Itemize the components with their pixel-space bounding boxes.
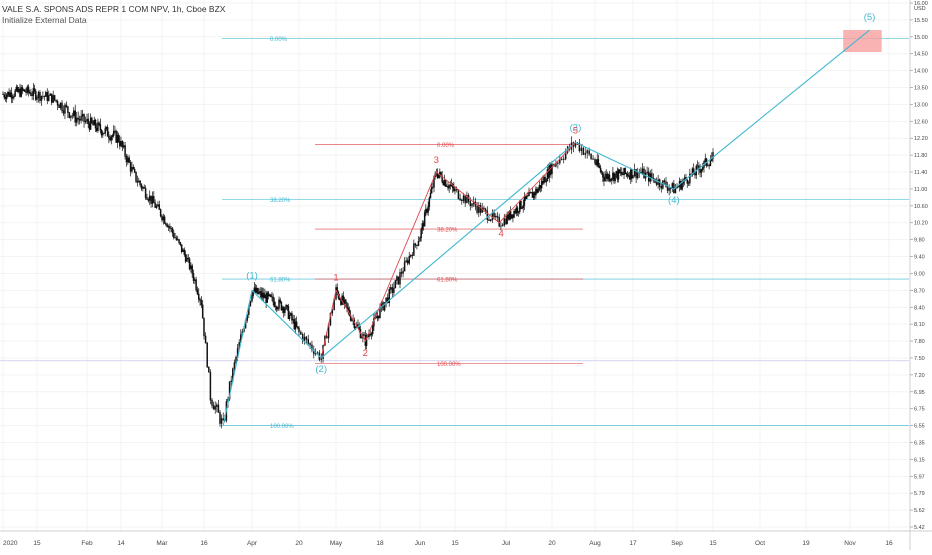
y-tick-label: 15.50 xyxy=(914,18,928,24)
y-tick-label: 11.40 xyxy=(914,170,927,176)
y-tick-label: 6.75 xyxy=(914,407,925,413)
fib-primary-label: 38.20% xyxy=(270,198,291,204)
wave-label-minor: 3 xyxy=(434,155,439,166)
y-tick-label: 9.40 xyxy=(914,255,925,261)
y-tick-label: 5.97 xyxy=(914,474,925,480)
fib-primary-label: 61.80% xyxy=(270,278,291,284)
y-tick-label: 15.00 xyxy=(914,35,928,41)
y-tick-label: 10.20 xyxy=(914,221,928,227)
wave-label-primary: (3) xyxy=(570,122,582,133)
y-tick-label: 11.80 xyxy=(914,153,927,159)
x-tick-label: Feb xyxy=(81,540,93,547)
y-tick-label: 6.35 xyxy=(914,440,925,446)
indicator-label[interactable]: Initialize External Data xyxy=(2,15,87,25)
y-tick-label: 14.00 xyxy=(914,69,928,75)
y-tick-label: 12.60 xyxy=(914,119,928,125)
x-tick-label: 17 xyxy=(629,540,637,547)
y-tick-label: 9.00 xyxy=(914,271,925,277)
y-tick-label: 8.40 xyxy=(914,305,925,311)
x-tick-label: 16 xyxy=(200,540,208,547)
y-tick-label: 10.60 xyxy=(914,204,928,210)
x-tick-label: 15 xyxy=(709,540,717,547)
wave-label-primary: (1) xyxy=(246,270,258,281)
y-tick-label: 7.80 xyxy=(914,339,925,345)
fib-primary-label: 0.00% xyxy=(270,37,288,43)
wave-label-primary: (5) xyxy=(864,12,876,23)
y-tick-label: 5.42 xyxy=(914,525,925,531)
y-tick-label: 8.10 xyxy=(914,322,925,328)
y-unit-label: USD xyxy=(914,6,926,12)
wave-label-minor: 1 xyxy=(333,272,338,283)
x-tick-label: Aug xyxy=(589,540,601,547)
y-tick-label: 6.95 xyxy=(914,390,925,396)
x-tick-label: 16 xyxy=(885,540,893,547)
y-tick-label: 13.00 xyxy=(914,102,928,108)
target-zone xyxy=(843,30,882,53)
fib-primary-label: 100.00% xyxy=(270,424,294,430)
x-tick-label: Sep xyxy=(671,540,683,547)
fib-minor-label: 61.80% xyxy=(437,278,458,284)
x-tick-label: 15 xyxy=(451,540,459,547)
x-tick-label: Jun xyxy=(415,540,426,547)
x-tick-label: Jul xyxy=(502,540,511,547)
y-tick-label: 7.20 xyxy=(914,373,925,379)
x-tick-label: May xyxy=(330,540,343,547)
y-tick-label: 6.15 xyxy=(914,457,925,463)
wave-label-minor: 4 xyxy=(499,229,504,240)
x-tick-label: 15 xyxy=(33,540,41,547)
y-tick-label: 9.80 xyxy=(914,238,925,244)
y-tick-label: 8.70 xyxy=(914,288,925,294)
x-tick-label: Nov xyxy=(844,540,856,547)
fib-minor-label: 38.20% xyxy=(437,228,458,234)
x-tick-label: 2020 xyxy=(3,540,18,547)
wave-label-minor: 5 xyxy=(573,125,578,136)
y-tick-label: 13.50 xyxy=(914,86,928,92)
y-tick-label: 16.00 xyxy=(914,1,928,7)
y-tick-label: 6.55 xyxy=(914,424,925,430)
x-tick-label: 20 xyxy=(295,540,303,547)
fib-minor-label: 100.00% xyxy=(437,362,461,368)
fib-minor-label: 0.00% xyxy=(437,143,455,149)
x-tick-label: Oct xyxy=(755,540,765,547)
elliott-minor-line xyxy=(320,142,576,359)
x-tick-label: 14 xyxy=(117,540,125,547)
elliott-primary-line xyxy=(222,29,870,426)
wave-label-primary: (2) xyxy=(315,364,327,375)
x-tick-label: Mar xyxy=(156,540,168,547)
x-tick-label: Apr xyxy=(247,540,258,547)
y-tick-label: 7.50 xyxy=(914,356,925,362)
y-tick-label: 5.79 xyxy=(914,491,925,497)
y-tick-label: 14.50 xyxy=(914,52,928,58)
y-tick-label: 12.20 xyxy=(914,136,928,142)
y-tick-label: 11.00 xyxy=(914,187,927,193)
wave-label-primary: (4) xyxy=(668,195,680,206)
x-tick-label: 20 xyxy=(548,540,556,547)
wave-label-minor: 2 xyxy=(363,348,368,359)
chart-title: VALE S.A. SPONS ADS REPR 1 COM NPV, 1h, … xyxy=(2,4,226,14)
x-tick-label: 18 xyxy=(376,540,384,547)
y-tick-label: 5.62 xyxy=(914,508,925,514)
x-tick-label: 19 xyxy=(802,540,810,547)
